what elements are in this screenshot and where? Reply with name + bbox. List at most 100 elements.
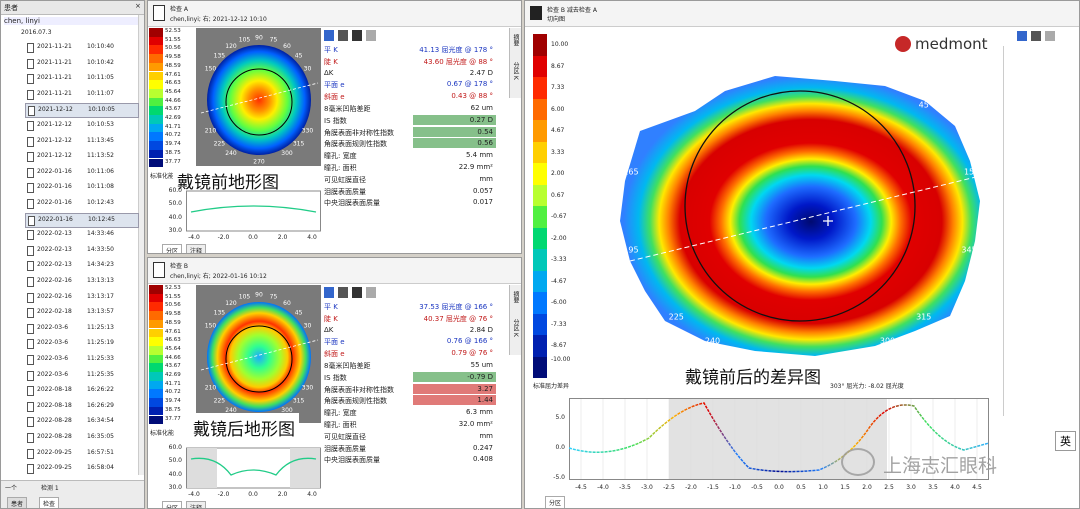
view-tab[interactable]: 分区 [162, 244, 183, 253]
profile-xtick: 4.0 [307, 491, 317, 498]
exam-date: 2022-09-25 [37, 448, 72, 456]
scale-label: 43.67 [165, 363, 181, 370]
exam-date: 2022-02-13 [37, 230, 72, 238]
exam-row[interactable]: 2022-03-6 11:25:13 [25, 322, 137, 335]
exam-date: 2022-02-16 [37, 292, 72, 300]
exam-icon [27, 167, 34, 178]
exam-subtitle: chen,linyi; 右; 2022-01-16 10:12 [170, 273, 267, 280]
exam-row[interactable]: 2021-11-21 10:11:05 [25, 72, 137, 85]
exam-row[interactable]: 2022-01-16 10:12:43 [25, 197, 137, 210]
scale-label: -10.00 [551, 355, 571, 363]
profile-ytick: 50.0 [168, 457, 182, 465]
exam-row[interactable]: 2022-01-16 10:12:45 [25, 212, 139, 228]
side-tab[interactable]: 分区 K [512, 319, 519, 337]
row-highlight [413, 126, 496, 137]
selector[interactable]: 一个 [5, 485, 18, 492]
angle-label: 240 [225, 150, 237, 157]
view-tab[interactable]: 分区 [162, 501, 183, 508]
row-highlight [413, 138, 496, 149]
profile-xtick: 2.0 [277, 491, 288, 498]
axis-line [629, 175, 981, 262]
scale-label: 49.58 [165, 311, 181, 318]
exam-date: 2022-03-6 [37, 355, 69, 362]
exam-row[interactable]: 2021-11-21 10:11:07 [25, 88, 137, 101]
exam-date: 2021-12-12 [37, 136, 72, 144]
profile-xtick: 0.0 [774, 484, 784, 491]
view-tab[interactable]: 分区 [545, 496, 566, 508]
exam-row[interactable]: 2022-08-28 16:35:05 [25, 431, 137, 444]
profile-xtick: -2.5 [663, 484, 675, 491]
row-value: 62 um [470, 104, 493, 112]
exam-time: 16:26:22 [87, 386, 114, 394]
exam-row[interactable]: 2021-12-12 11:13:52 [25, 150, 137, 163]
angle-label: 195 [623, 245, 638, 254]
ime-indicator[interactable]: 英 [1055, 431, 1076, 451]
exam-row[interactable]: 2022-03-6 11:25:19 [25, 337, 137, 350]
exam-row[interactable]: 2022-08-28 16:34:54 [25, 415, 137, 428]
row-value: 2.84 D [469, 325, 493, 334]
exam-icon [27, 401, 34, 412]
exam-time: 13:13:57 [87, 308, 114, 316]
exam-row[interactable]: 2022-09-25 16:58:04 [25, 462, 137, 475]
exam-row[interactable]: 2022-08-18 16:26:29 [25, 400, 137, 413]
patient-name[interactable]: chen, linyi [4, 17, 139, 25]
angle-label: 315 [293, 140, 305, 147]
row-label: IS 指数 [324, 373, 347, 382]
exam-date: 2021-12-12 [37, 121, 72, 128]
row-label: 中央泪膜表面质量 [324, 456, 380, 465]
exam-icon [27, 464, 34, 475]
logo-mark [895, 36, 911, 52]
row-highlight [413, 371, 496, 382]
exam-row[interactable]: 2021-11-21 10:10:42 [25, 57, 137, 70]
profile-xtick: 1.0 [818, 484, 828, 491]
scale-swatch [533, 55, 547, 77]
scale-label: 39.74 [165, 398, 181, 405]
exam-row[interactable]: 2021-12-12 10:10:05 [25, 103, 139, 119]
close-button[interactable]: × [135, 2, 141, 10]
side-tab[interactable]: 分区 K [512, 62, 519, 80]
exam-row[interactable]: 2022-02-13 14:34:23 [25, 259, 137, 272]
exam-row[interactable]: 2022-02-16 13:13:13 [25, 275, 137, 288]
scale-swatch [149, 311, 163, 320]
exam-row[interactable]: 2022-03-6 11:25:35 [25, 369, 137, 382]
exam-row[interactable]: 2022-03-6 11:25:33 [25, 353, 137, 366]
exam-row[interactable]: 2022-02-18 13:13:57 [25, 306, 137, 319]
exam-row[interactable]: 2021-12-12 11:13:45 [25, 135, 137, 148]
exam-row[interactable]: 2022-08-18 16:26:22 [25, 384, 137, 397]
exam-row[interactable]: 2022-02-16 13:13:17 [25, 291, 137, 304]
exam-row[interactable]: 2022-02-13 14:33:50 [25, 244, 137, 257]
title-bar [148, 1, 521, 27]
row-label: 8毫米凹陷差距 [324, 362, 371, 370]
diff-title: 检查 B 减去检查 A [547, 7, 597, 14]
scale-swatch [533, 141, 547, 163]
exam-row[interactable]: 2022-01-16 10:11:06 [25, 166, 137, 179]
exam-row[interactable]: 2021-11-21 10:10:40 [25, 41, 137, 54]
exam-row[interactable]: 2022-09-25 16:57:51 [25, 447, 137, 460]
side-tab[interactable]: 摘要 [512, 34, 519, 46]
angle-label: 300 [281, 150, 293, 157]
scale-swatch [149, 80, 163, 89]
profile-ytick: 40.0 [168, 470, 182, 478]
exam-row[interactable]: 2021-12-12 10:10:53 [25, 119, 137, 132]
footer-tab[interactable]: 患者 [7, 497, 28, 508]
row-value: 0.67 @ 178 ° [446, 80, 493, 89]
side-strip [509, 285, 521, 355]
view-tab[interactable]: 注释 [186, 244, 207, 253]
exam-date: 2022-02-16 [37, 277, 72, 284]
scale-label: 4.67 [551, 127, 565, 134]
row-highlight [413, 383, 496, 394]
footer-tab[interactable]: 检查 [39, 497, 60, 508]
exam-row[interactable]: 2022-01-16 10:11:08 [25, 181, 137, 194]
row-highlight [413, 395, 496, 406]
profile-xtick: 1.5 [840, 484, 850, 491]
profile-xtick: 0.5 [796, 484, 806, 491]
scale-swatch [149, 71, 163, 81]
watermark-icon [841, 448, 875, 476]
profile-ytick: 30.0 [168, 484, 182, 491]
shade [290, 448, 320, 488]
exam-row[interactable]: 2022-02-13 14:33:46 [25, 228, 137, 241]
row-label: 角膜表面规则性指数 [324, 140, 387, 149]
profile-xtick: -4.0 [597, 484, 609, 491]
view-tab[interactable]: 注释 [186, 501, 207, 508]
side-tab[interactable]: 摘要 [512, 291, 519, 303]
